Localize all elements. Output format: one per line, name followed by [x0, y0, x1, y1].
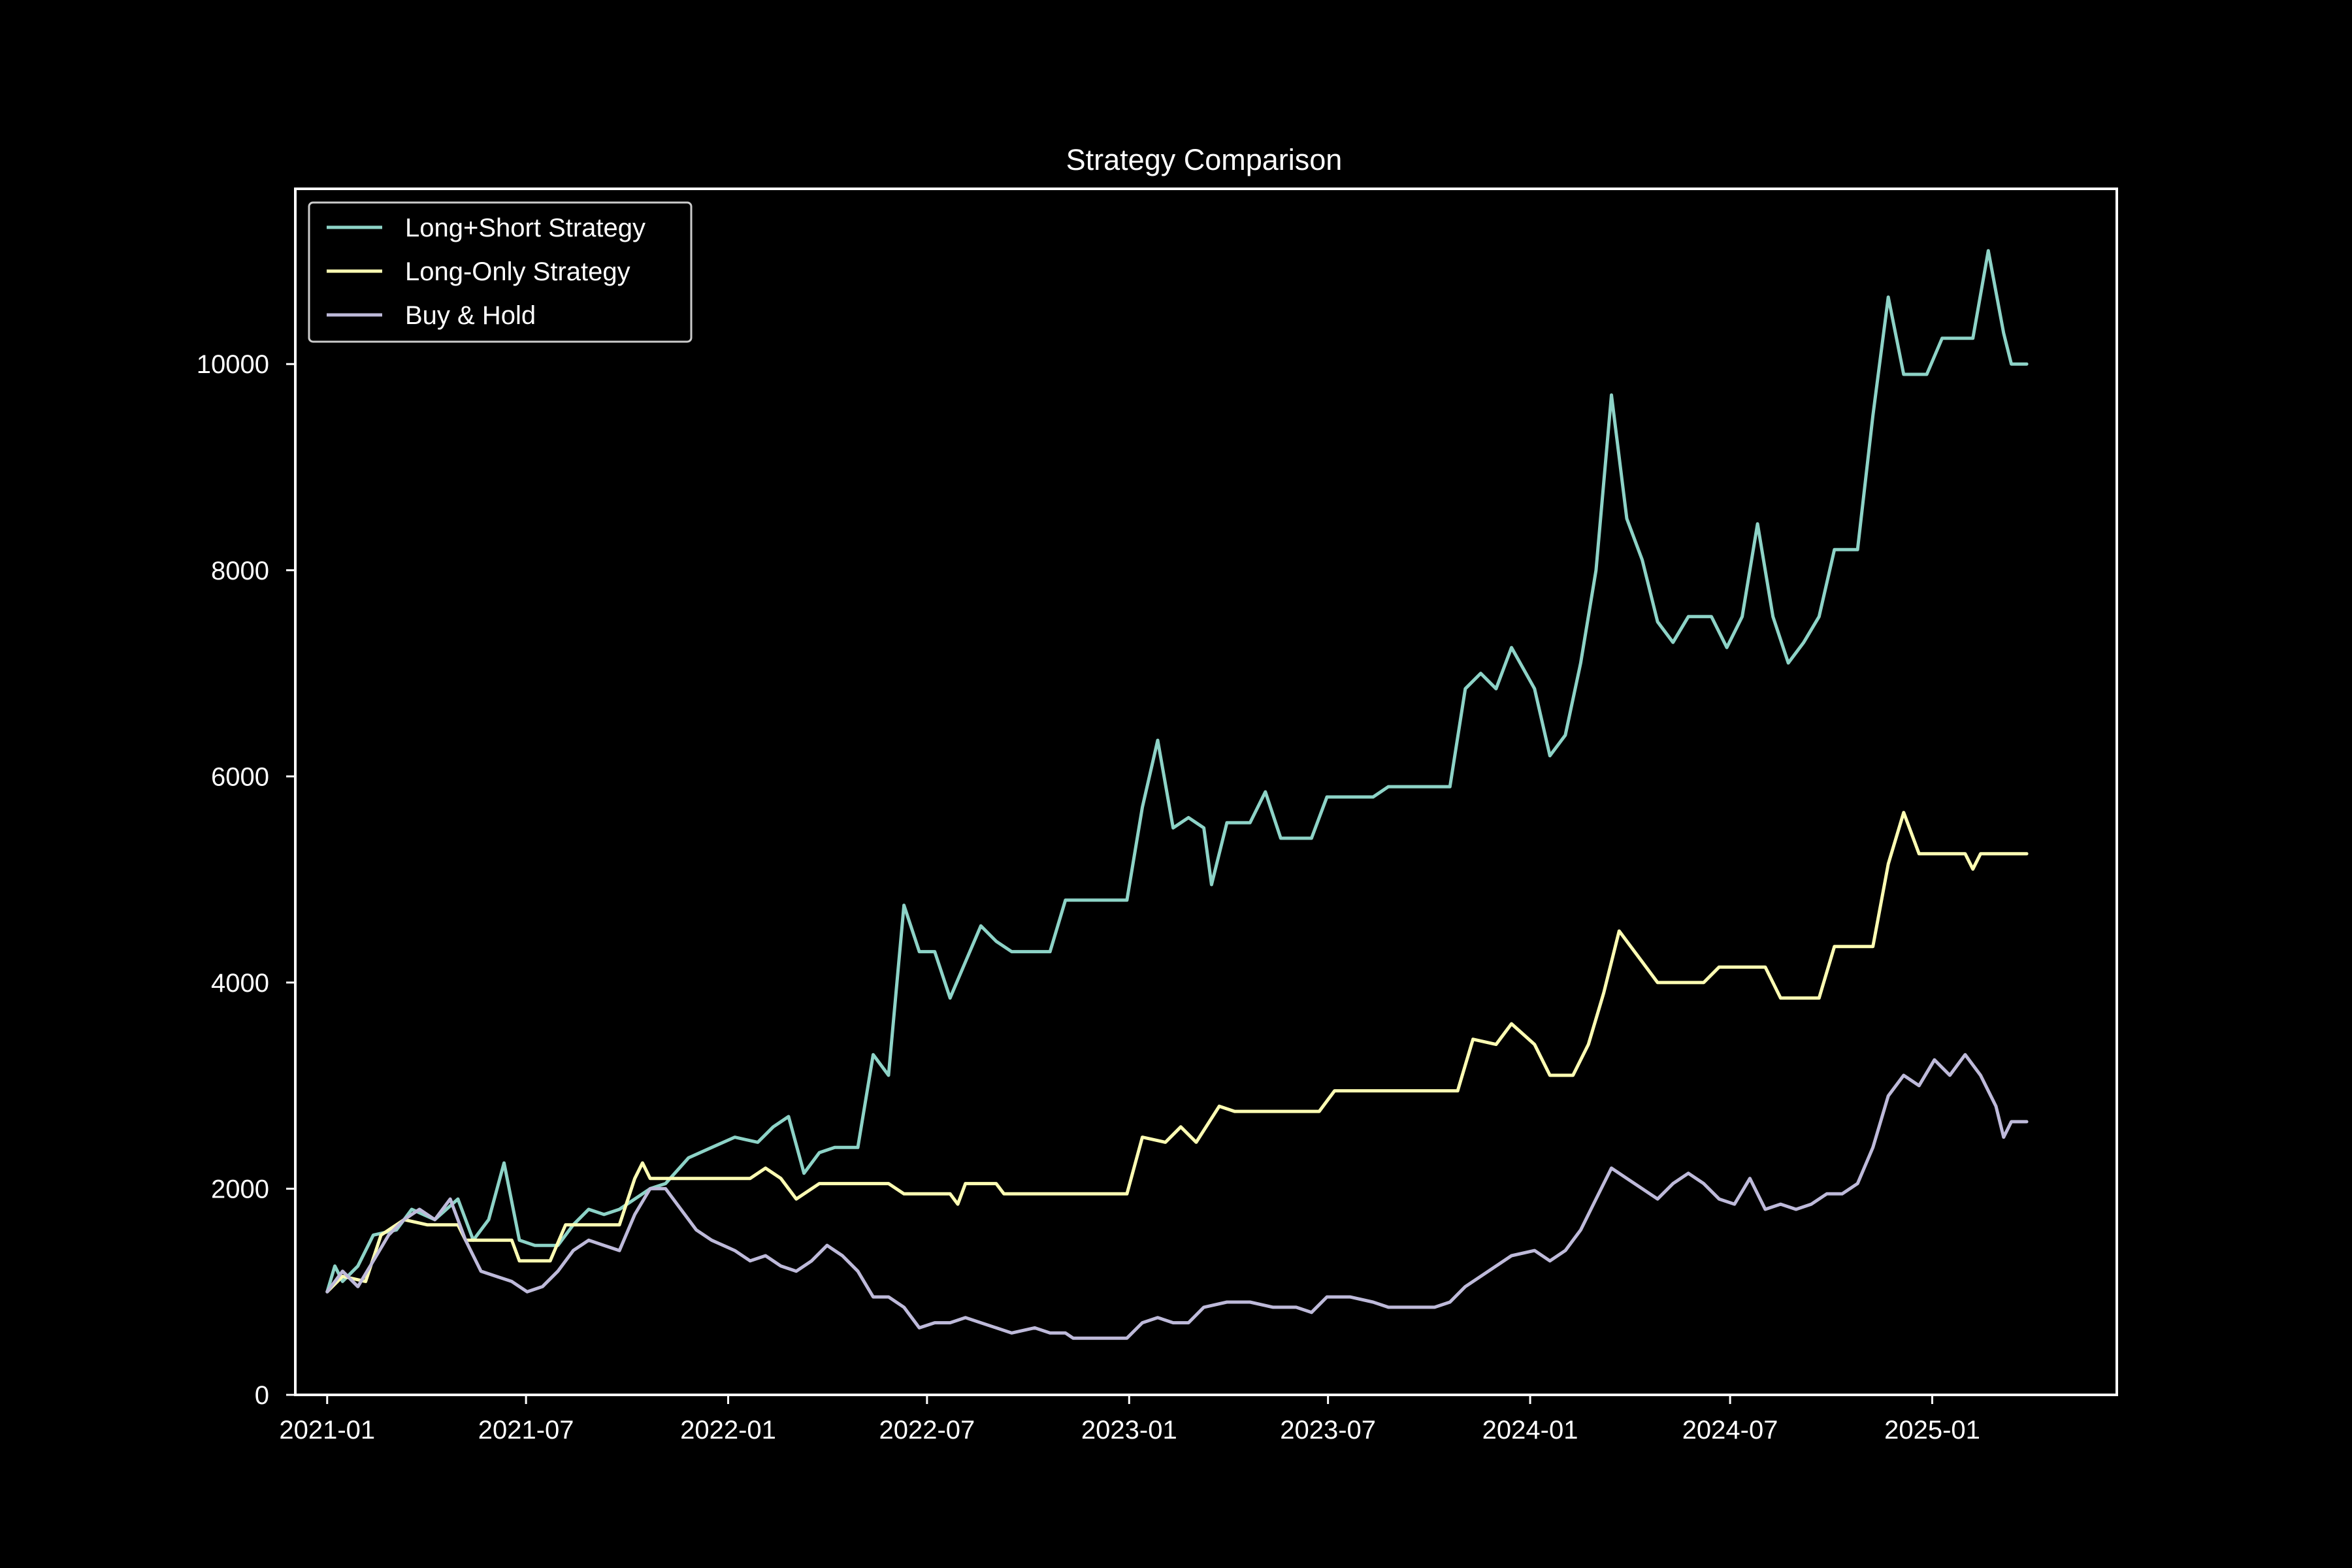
x-tick-label: 2023-01 [1081, 1416, 1177, 1445]
series-line-long-short-strategy [325, 249, 2029, 1294]
chart-title: Strategy Comparison [1066, 143, 1343, 176]
x-tick-label: 2024-01 [1482, 1416, 1578, 1445]
x-tick-label: 2022-01 [680, 1416, 776, 1445]
x-tick-label: 2025-01 [1884, 1416, 1980, 1445]
legend-label-long-short-strategy: Long+Short Strategy [405, 214, 645, 242]
plot-area [325, 249, 2029, 1340]
legend-label-buy-hold: Buy & Hold [405, 301, 536, 330]
legend: Long+Short Strategy Long-Only Strategy Buy… [308, 201, 693, 343]
y-tick-label: 10000 [197, 350, 269, 379]
x-axis: 2021-01 2021-07 2022-01 2022-07 2023-01 2023-… [279, 1395, 1980, 1445]
axes-frame [294, 188, 2118, 1396]
series-layer [325, 249, 2029, 1340]
y-tick-label: 8000 [211, 557, 269, 585]
y-tick-label: 2000 [211, 1175, 269, 1203]
series-line-buy-hold [325, 1053, 2029, 1340]
x-tick-label: 2021-07 [478, 1416, 574, 1445]
y-tick-label: 0 [255, 1381, 269, 1410]
legend-box [308, 201, 693, 343]
x-tick-label: 2023-07 [1280, 1416, 1376, 1445]
legend-label-long-only-strategy: Long-Only Strategy [405, 257, 630, 286]
y-tick-label: 6000 [211, 762, 269, 791]
y-tick-label: 4000 [211, 969, 269, 998]
x-tick-label: 2022-07 [879, 1416, 975, 1445]
y-axis: 0 2000 4000 6000 8000 10000 [197, 350, 295, 1410]
series-line-long-only-strategy [325, 811, 2029, 1294]
x-tick-label: 2024-07 [1682, 1416, 1778, 1445]
legend-entries: Long+Short Strategy Long-Only Strategy Buy… [327, 214, 645, 330]
x-tick-label: 2021-01 [279, 1416, 375, 1445]
